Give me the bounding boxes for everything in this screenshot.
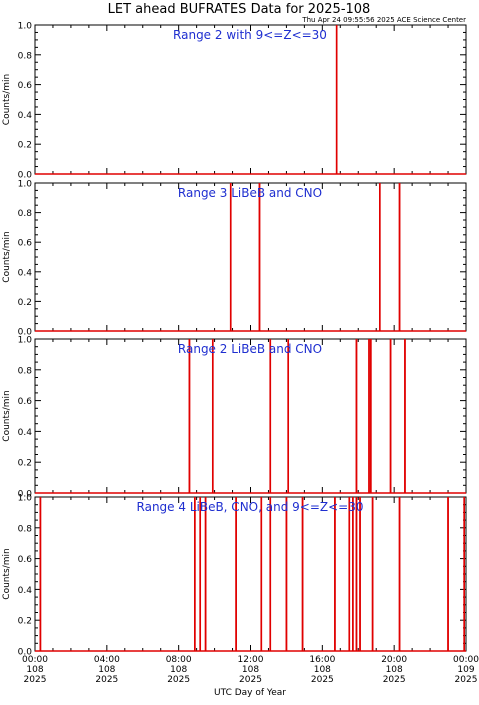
y-tick-label: 1.0	[18, 494, 33, 504]
x-tick-day-label: 108	[26, 665, 43, 675]
x-tick-time-label: 00:00	[453, 655, 479, 665]
y-tick-label: 0.6	[18, 397, 33, 407]
y-tick-label: 0.4	[18, 586, 33, 596]
y-tick-label: 0.4	[18, 268, 33, 278]
y-tick-label: 0.8	[18, 51, 33, 61]
panel-frame	[34, 338, 467, 494]
x-tick-year-label: 2025	[383, 675, 406, 685]
y-tick-label: 0.0	[18, 490, 33, 500]
x-tick-time-label: 12:00	[238, 655, 264, 665]
y-tick-label: 1.0	[18, 180, 33, 190]
x-axis-tick-labels: 00:00108202504:00108202508:00108202512:0…	[22, 655, 479, 685]
x-tick-day-label: 109	[457, 665, 474, 675]
chart-title: LET ahead BUFRATES Data for 2025-108	[108, 2, 371, 17]
y-axis-label: Counts/min	[2, 74, 12, 125]
y-axis-label: Counts/min	[2, 548, 12, 599]
series-line	[35, 183, 466, 332]
timestamp-label: Thu Apr 24 09:55:56 2025 ACE Science Cen…	[301, 16, 466, 24]
y-tick-label: 1.0	[18, 22, 33, 32]
y-tick-label: 0.0	[18, 648, 33, 658]
y-tick-label: 0.2	[18, 141, 32, 151]
y-tick-label: 0.8	[18, 366, 33, 376]
x-tick-time-label: 04:00	[94, 655, 120, 665]
y-axis-label: Counts/min	[2, 390, 12, 441]
y-tick-label: 0.6	[18, 239, 33, 249]
y-tick-label: 0.0	[18, 171, 33, 181]
y-axis-label: Counts/min	[2, 231, 12, 282]
x-tick-day-label: 108	[170, 665, 187, 675]
series-line	[35, 25, 466, 175]
panel-frame	[34, 182, 467, 332]
x-tick-day-label: 108	[98, 665, 115, 675]
y-tick-label: 0.2	[18, 298, 32, 308]
panel-4: 0.0 0.2 0.4 0.6 0.8 1.0 Counts/min Range 4 LiBe…	[2, 494, 467, 658]
x-tick-time-label: 16:00	[309, 655, 335, 665]
panel-3: 0.0 0.2 0.4 0.6 0.8 1.0 Counts/min Range 2 LiBe…	[2, 336, 467, 500]
x-tick-year-label: 2025	[167, 675, 190, 685]
y-tick-label: 0.2	[18, 617, 32, 627]
x-tick-day-label: 108	[242, 665, 259, 675]
y-tick-label: 0.8	[18, 209, 33, 219]
x-tick-year-label: 2025	[24, 675, 47, 685]
x-tick-year-label: 2025	[95, 675, 118, 685]
x-tick-time-label: 08:00	[166, 655, 192, 665]
y-tick-label: 0.8	[18, 524, 33, 534]
x-tick-year-label: 2025	[239, 675, 262, 685]
y-tick-label: 0.4	[18, 111, 33, 121]
series-line	[35, 339, 466, 494]
y-tick-label: 0.4	[18, 428, 33, 438]
panel-title: Range 3 LiBeB and CNO	[178, 186, 322, 200]
x-tick-day-label: 108	[386, 665, 403, 675]
panel-title: Range 2 with 9<=Z<=30	[173, 28, 327, 42]
series-line	[35, 497, 466, 652]
y-tick-label: 0.6	[18, 81, 33, 91]
panel-1: 0.0 0.2 0.4 0.6 0.8 1.0 Counts/min Range 2 with…	[2, 22, 467, 181]
panel-frame	[34, 496, 467, 652]
panel-title: Range 2 LiBeB and CNO	[178, 342, 322, 356]
panel-title: Range 4 LiBeB, CNO, and 9<=Z<=30	[137, 500, 364, 514]
x-tick-day-label: 108	[314, 665, 331, 675]
y-tick-label: 0.0	[18, 328, 33, 338]
x-tick-time-label: 00:00	[22, 655, 48, 665]
panel-frame	[34, 24, 467, 175]
x-tick-time-label: 20:00	[381, 655, 407, 665]
x-axis-label: UTC Day of Year	[214, 688, 286, 698]
panels-group: 0.0 0.2 0.4 0.6 0.8 1.0 Counts/min Range 2 with…	[2, 22, 467, 658]
panel-2: 0.0 0.2 0.4 0.6 0.8 1.0 Counts/min Range 3 LiBe…	[2, 180, 467, 338]
x-tick-year-label: 2025	[455, 675, 478, 685]
y-tick-label: 0.2	[18, 459, 32, 469]
y-tick-label: 0.6	[18, 555, 33, 565]
x-tick-year-label: 2025	[311, 675, 334, 685]
y-tick-label: 1.0	[18, 336, 33, 346]
